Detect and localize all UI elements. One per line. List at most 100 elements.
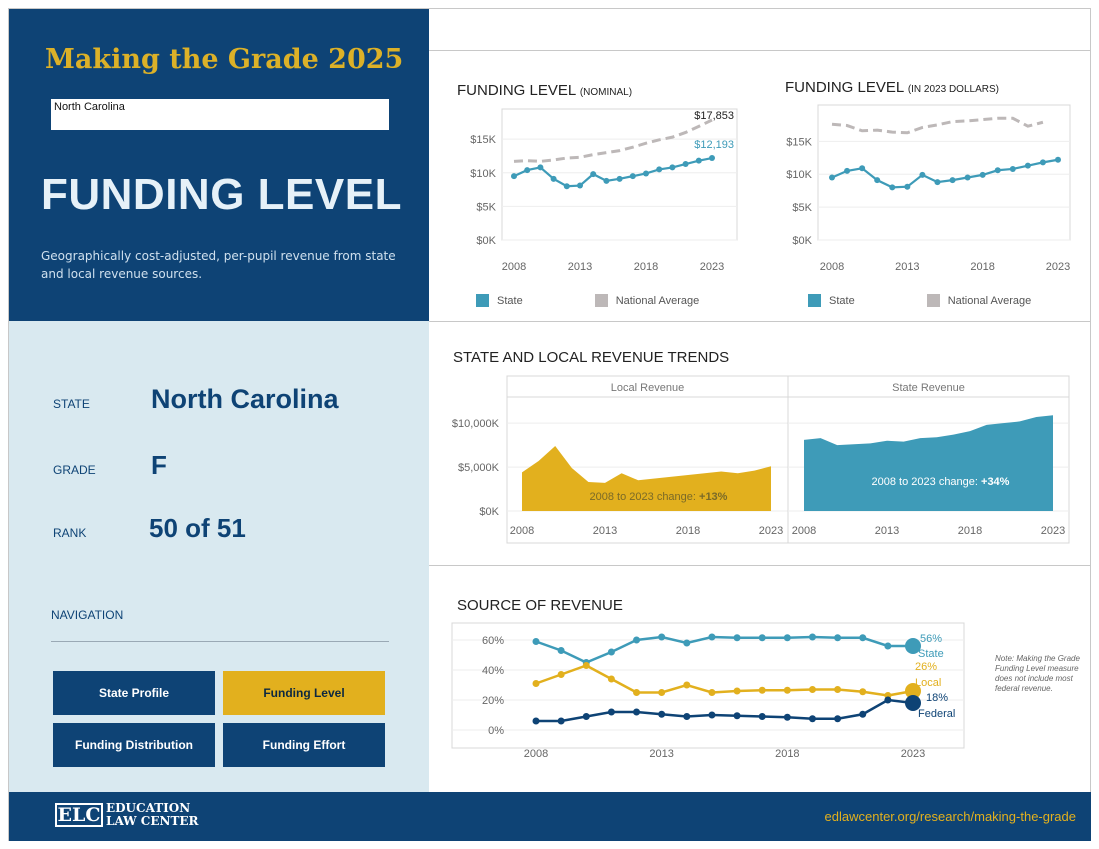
x-tick-label: 2018 xyxy=(958,525,982,537)
state-share-line xyxy=(535,635,913,664)
state-point xyxy=(859,165,866,172)
y-tick-label: $5K xyxy=(476,201,496,213)
legend-swatch-state xyxy=(476,294,489,307)
panel-title: Local Revenue xyxy=(611,382,684,394)
state-share-point xyxy=(834,634,842,642)
panel-title: State Revenue xyxy=(892,382,965,394)
local-share-pct: 26% xyxy=(915,661,937,673)
x-tick-label: 2023 xyxy=(901,748,925,760)
local-share-line xyxy=(535,664,914,697)
state-point xyxy=(1039,159,1046,166)
state-point xyxy=(979,171,986,178)
y-tick-label: $0K xyxy=(479,506,499,518)
legend-label-state: State xyxy=(829,294,855,307)
footer-url-link[interactable]: edlawcenter.org/research/making-the-grad… xyxy=(824,809,1076,824)
brand-title: Making the Grade 2025 xyxy=(45,44,404,75)
navigation-label: NAVIGATION xyxy=(51,608,124,622)
funding-effort-button[interactable]: Funding Effort xyxy=(223,723,385,767)
elc-logo-mark: ELC xyxy=(55,803,103,827)
logo-line-1: EDUCATION xyxy=(106,801,191,815)
state-point xyxy=(934,179,941,186)
legend-label-state: State xyxy=(497,294,523,307)
local-share-point xyxy=(582,662,590,669)
federal-note: Note: Making the Grade Funding Level mea… xyxy=(995,654,1080,693)
funding-level-button[interactable]: Funding Level xyxy=(223,671,385,715)
state-point xyxy=(994,167,1001,174)
grade-label: GRADE xyxy=(53,463,96,477)
x-tick-label: 2008 xyxy=(524,748,548,760)
local-share-label: Local xyxy=(915,677,941,689)
state-point xyxy=(643,170,649,177)
x-tick-label: 2013 xyxy=(875,525,899,537)
change-annotation-value: +13% xyxy=(699,491,728,503)
funding-distribution-button[interactable]: Funding Distribution xyxy=(53,723,215,767)
state-profile-button[interactable]: State Profile xyxy=(53,671,215,715)
legend-swatch-state xyxy=(808,294,821,307)
federal-share-point xyxy=(532,717,540,725)
y-tick-label: $10K xyxy=(786,169,812,181)
rank-label: RANK xyxy=(53,526,87,540)
federal-share-point xyxy=(708,711,716,719)
local-share-point xyxy=(834,686,842,693)
state-point xyxy=(524,167,531,174)
federal-share-label: Federal xyxy=(918,708,955,720)
y-tick-label: $15K xyxy=(470,134,496,146)
federal-share-point xyxy=(884,696,892,704)
logo-line-2: LAW CENTER xyxy=(106,814,199,828)
x-tick-label: 2008 xyxy=(502,261,526,273)
legend-swatch-national xyxy=(594,294,608,307)
state-point xyxy=(1024,162,1031,169)
federal-share-point xyxy=(582,713,590,720)
y-tick-label: $0K xyxy=(792,235,812,247)
local-share-point xyxy=(658,689,666,696)
federal-share-point xyxy=(658,710,666,718)
state-point xyxy=(904,183,911,190)
state-share-pct: 56% xyxy=(920,633,942,645)
local-share-point xyxy=(532,680,540,687)
state-point xyxy=(629,173,636,180)
change-annotation: 2008 to 2023 change: +13% xyxy=(590,491,728,503)
state-select[interactable]: North Carolina xyxy=(51,99,389,130)
local-share-point xyxy=(633,689,641,696)
nominal-legend: State National Average xyxy=(476,294,699,307)
y-tick-label: $5K xyxy=(792,202,812,214)
state-share-point xyxy=(683,639,691,647)
x-tick-label: 2013 xyxy=(895,261,919,273)
federal-share-point xyxy=(905,695,921,711)
state-end-label: $12,193 xyxy=(694,139,734,151)
local-share-point xyxy=(905,683,921,699)
state-point xyxy=(669,164,676,171)
federal-share-point xyxy=(683,713,691,720)
federal-share-point xyxy=(783,713,791,721)
real-legend: State National Average xyxy=(808,294,1031,307)
state-point xyxy=(656,166,663,173)
y-tick-label: $10,000K xyxy=(452,418,500,430)
x-tick-label: 2008 xyxy=(820,261,844,273)
state-share-label: State xyxy=(918,648,944,660)
divider xyxy=(429,321,1091,322)
x-tick-label: 2018 xyxy=(775,748,799,760)
navigation-divider xyxy=(51,641,389,642)
panel-frame xyxy=(787,375,1070,544)
y-tick-label: 40% xyxy=(482,665,504,677)
state-point xyxy=(616,175,623,182)
federal-share-point xyxy=(633,708,641,716)
national-average-line xyxy=(513,118,713,163)
nominal-title-text: FUNDING LEVEL xyxy=(457,82,576,99)
state-point xyxy=(537,164,544,171)
change-annotation-label: 2008 to 2023 change: xyxy=(872,476,981,488)
state-revenue-area xyxy=(804,415,1053,511)
state-line xyxy=(831,158,1059,189)
x-tick-label: 2023 xyxy=(1041,525,1065,537)
x-tick-label: 2013 xyxy=(593,525,617,537)
nominal-subtitle: (NOMINAL) xyxy=(579,87,633,98)
revenue-trends-chart: $0K $5,000K $10,000K Local Revenue 2008 2013 2… xyxy=(452,375,1070,544)
state-point xyxy=(844,167,851,174)
x-tick-label: 2018 xyxy=(634,261,658,273)
legend-label-national: National Average xyxy=(947,294,1032,307)
x-tick-label: 2013 xyxy=(568,261,592,273)
real-title-text: FUNDING LEVEL xyxy=(785,79,904,96)
state-share-point xyxy=(532,638,540,645)
grade-value: F xyxy=(151,450,167,480)
